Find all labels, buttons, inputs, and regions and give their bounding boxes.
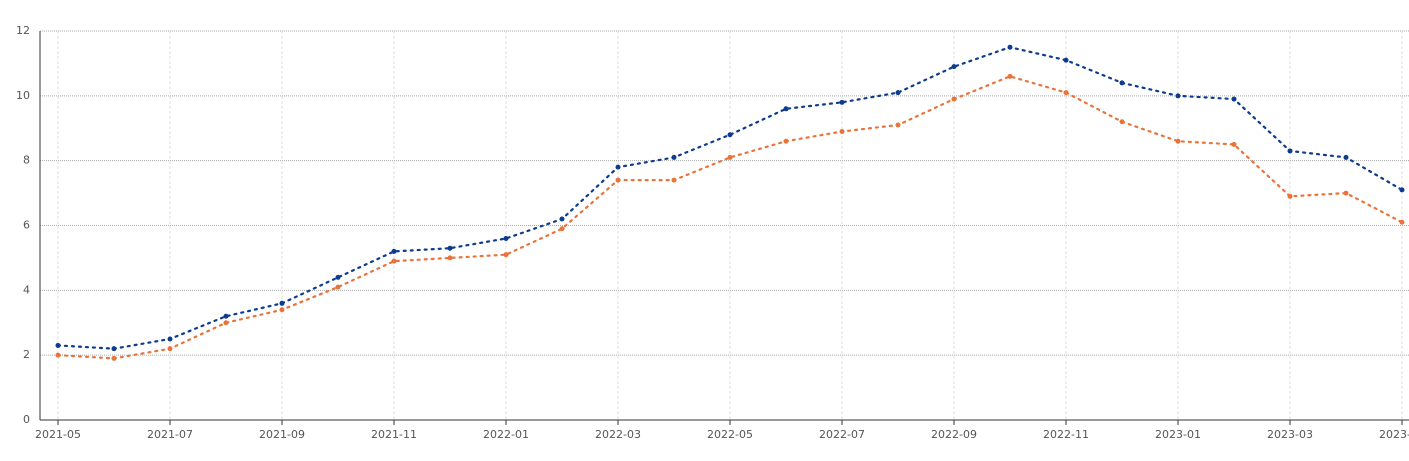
point <box>55 352 61 358</box>
x-tick-label: 2023-01 <box>1155 428 1201 441</box>
point <box>55 342 61 348</box>
y-tick-label: 8 <box>23 154 30 167</box>
point <box>1063 90 1069 96</box>
point <box>839 99 845 105</box>
point <box>1007 73 1013 79</box>
x-tick-label: 2021-09 <box>259 428 305 441</box>
point <box>503 252 509 258</box>
x-tick-label: 2022-09 <box>931 428 977 441</box>
point <box>895 90 901 96</box>
y-tick-label: 10 <box>16 89 30 102</box>
point <box>167 346 173 352</box>
point <box>1287 193 1293 199</box>
point <box>167 336 173 342</box>
x-tick-label: 2021-11 <box>371 428 417 441</box>
point <box>1343 154 1349 160</box>
point <box>559 226 565 232</box>
x-tick-label: 2023-05 <box>1379 428 1409 441</box>
y-tick-label: 4 <box>23 283 30 296</box>
point <box>447 245 453 251</box>
point <box>727 132 733 138</box>
y-tick-label: 0 <box>23 413 30 426</box>
y-tick-label: 6 <box>23 219 30 232</box>
point <box>1399 187 1405 193</box>
point <box>839 128 845 134</box>
point <box>671 154 677 160</box>
point <box>503 235 509 241</box>
point <box>1399 219 1405 225</box>
point <box>1175 93 1181 99</box>
point <box>279 300 285 306</box>
point <box>223 320 229 326</box>
point <box>1343 190 1349 196</box>
point <box>223 313 229 319</box>
y-tick-label: 12 <box>16 24 30 37</box>
point <box>951 96 957 102</box>
point <box>111 355 117 361</box>
point <box>1007 44 1013 50</box>
point <box>671 177 677 183</box>
point <box>1063 57 1069 63</box>
point <box>335 274 341 280</box>
x-tick-label: 2022-05 <box>707 428 753 441</box>
point <box>895 122 901 128</box>
x-tick-label: 2022-11 <box>1043 428 1089 441</box>
point <box>1119 80 1125 86</box>
point <box>111 346 117 352</box>
x-tick-label: 2022-07 <box>819 428 865 441</box>
x-tick-label: 2021-05 <box>35 428 81 441</box>
point <box>615 177 621 183</box>
point <box>727 154 733 160</box>
x-tick-label: 2022-03 <box>595 428 641 441</box>
point <box>279 307 285 313</box>
point <box>1287 148 1293 154</box>
point <box>615 164 621 170</box>
point <box>335 284 341 290</box>
point <box>1175 138 1181 144</box>
point <box>783 138 789 144</box>
y-tick-label: 2 <box>23 348 30 361</box>
point <box>783 106 789 112</box>
point <box>391 248 397 254</box>
x-tick-label: 2022-01 <box>483 428 529 441</box>
point <box>951 64 957 70</box>
point <box>1231 96 1237 102</box>
point <box>447 255 453 261</box>
x-tick-label: 2021-07 <box>147 428 193 441</box>
point <box>559 216 565 222</box>
point <box>391 258 397 264</box>
x-tick-label: 2023-03 <box>1267 428 1313 441</box>
point <box>1231 141 1237 147</box>
point <box>1119 119 1125 125</box>
